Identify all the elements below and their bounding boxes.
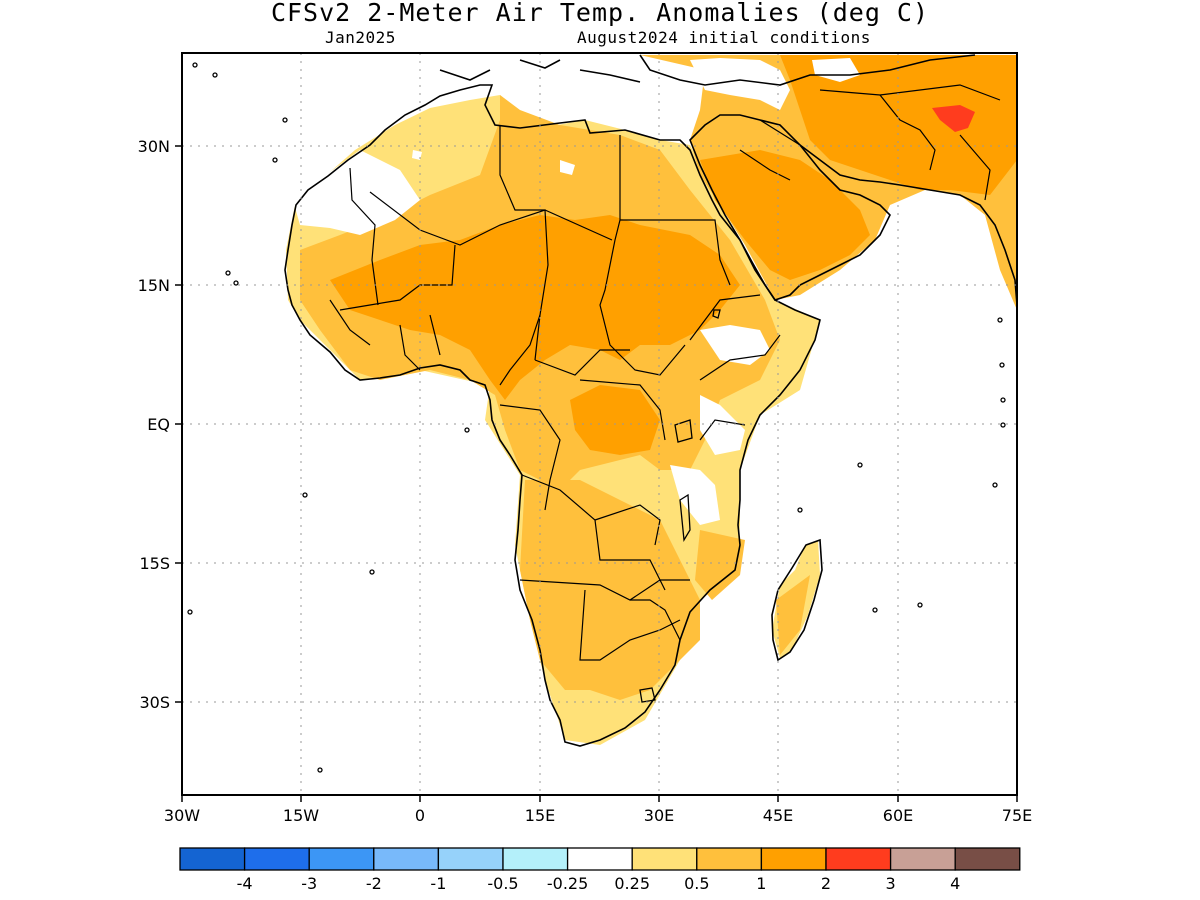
lakes-islands: [187, 62, 1006, 773]
legend-swatch: [566, 847, 633, 871]
lon-label-30e: 30E: [644, 806, 674, 825]
lon-label-75e: 75E: [1002, 806, 1032, 825]
anomaly-fill-hotspot: [932, 105, 975, 132]
legend-label: 1: [756, 874, 766, 893]
legend-label: -4: [237, 874, 253, 893]
legend-swatch: [373, 847, 440, 871]
legend-swatch: [760, 847, 827, 871]
legend-label: 0.5: [684, 874, 709, 893]
legend-label: -0.25: [547, 874, 588, 893]
coastlines: [284, 54, 1017, 747]
legend-label: 2: [821, 874, 831, 893]
lat-label-eq: EQ: [147, 415, 170, 434]
legend-swatch: [308, 847, 375, 871]
legend-swatch: [179, 847, 246, 871]
legend-label: 4: [950, 874, 960, 893]
map-area: [187, 54, 1017, 773]
country-borders: [329, 84, 1001, 661]
legend-swatch: [437, 847, 504, 871]
lon-label-45e: 45E: [763, 806, 793, 825]
legend-swatch: [631, 847, 698, 871]
legend-label: 3: [886, 874, 896, 893]
legend-label: -3: [301, 874, 317, 893]
lat-label-15s: 15S: [139, 554, 170, 573]
lon-label-30w: 30W: [164, 806, 200, 825]
gridlines: [182, 53, 1017, 795]
anomaly-fill-strong: [330, 55, 1017, 455]
valid-month: Jan2025: [325, 28, 396, 47]
lat-label-30n: 30N: [138, 137, 170, 156]
legend-swatch: [243, 847, 310, 871]
legend-label: -1: [430, 874, 446, 893]
axis-ticks: [175, 145, 1018, 802]
color-legend-labels: -4 -3 -2 -1 -0.5 -0.25 0.25 0.5 1 2 3 4: [237, 874, 961, 893]
map-title: CFSv2 2-Meter Air Temp. Anomalies (deg C…: [270, 0, 930, 27]
lon-label-60e: 60E: [883, 806, 913, 825]
legend-label: 0.25: [614, 874, 650, 893]
legend-label: -0.5: [487, 874, 518, 893]
lon-label-15w: 15W: [283, 806, 319, 825]
lon-label-15e: 15E: [525, 806, 555, 825]
lon-label-0: 0: [415, 806, 425, 825]
lat-label-15n: 15N: [138, 276, 170, 295]
legend-swatch: [954, 847, 1021, 871]
legend-swatch: [502, 847, 569, 871]
lat-label-30s: 30S: [139, 693, 170, 712]
initial-conditions: August2024 initial conditions: [577, 28, 871, 47]
legend-label: -2: [366, 874, 382, 893]
legend-swatch: [696, 847, 763, 871]
anomaly-fill-low: [290, 58, 860, 525]
legend-swatch: [825, 847, 892, 871]
color-legend: [179, 847, 1021, 871]
legend-swatch: [889, 847, 956, 871]
